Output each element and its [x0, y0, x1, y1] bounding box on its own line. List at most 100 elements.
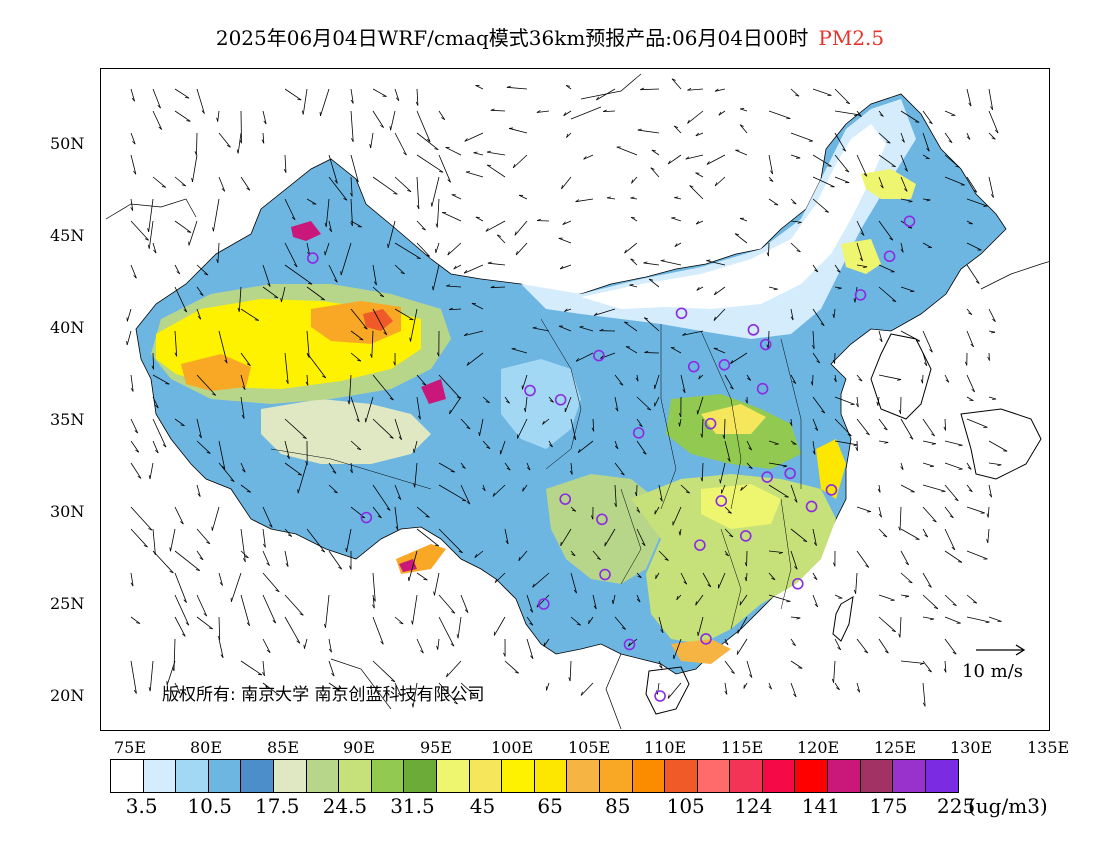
- wind-arrow-head: [433, 591, 435, 596]
- wind-arrow-head: [291, 216, 296, 221]
- wind-arrow: [988, 88, 994, 110]
- wind-arrow-head: [727, 458, 731, 462]
- wind-arrow: [174, 176, 187, 187]
- wind-arrow-head: [813, 576, 818, 580]
- wind-arrow-head: [749, 674, 753, 678]
- wind-arrow-head: [301, 110, 304, 115]
- wind-arrow-head: [323, 623, 326, 628]
- wind-arrow: [966, 462, 972, 470]
- wind-arrow-head: [542, 420, 545, 425]
- wind-arrow-head: [269, 524, 273, 528]
- wind-arrow-head: [523, 407, 526, 412]
- wind-arrow-head: [952, 651, 957, 655]
- wind-arrow: [579, 326, 594, 332]
- wind-arrow-head: [773, 288, 778, 291]
- wind-arrow: [596, 88, 616, 101]
- colorbar-swatch: [762, 760, 796, 792]
- wind-arrow-head: [624, 249, 627, 254]
- wind-arrow-head: [891, 165, 896, 168]
- wind-arrow: [900, 154, 908, 172]
- wind-arrow-head: [856, 688, 861, 693]
- wind-arrow-head: [636, 509, 640, 513]
- wind-arrow: [262, 550, 270, 566]
- wind-arrow-head: [930, 618, 935, 621]
- orange-zone-tarim-core: [181, 354, 251, 391]
- wind-arrow-head: [630, 258, 635, 261]
- wind-arrow: [625, 346, 638, 354]
- wind-arrow-head: [678, 422, 680, 427]
- wind-arrow-head: [571, 509, 576, 512]
- wind-arrow-head: [224, 359, 228, 364]
- wind-arrow: [416, 132, 439, 150]
- lon-label-100e: 100E: [491, 738, 534, 757]
- wind-arrow-head: [529, 622, 534, 626]
- wind-arrow-head: [563, 112, 567, 116]
- wind-arrow-head: [148, 687, 151, 692]
- wind-arrow-head: [745, 399, 748, 404]
- wind-arrow-head: [952, 603, 957, 607]
- wind-arrow-head: [328, 228, 332, 232]
- wind-arrow: [174, 88, 190, 99]
- wind-arrow: [284, 198, 296, 221]
- wind-arrow: [922, 484, 946, 492]
- wind-arrow: [580, 682, 594, 696]
- colorbar-label: 105: [666, 794, 705, 818]
- wind-arrow-head: [698, 375, 701, 380]
- wind-arrow-head: [397, 496, 402, 500]
- wind-arrow: [790, 616, 801, 619]
- wind-arrow: [768, 484, 789, 498]
- wind-arrow-head: [293, 264, 298, 268]
- city-station-marker: [739, 530, 752, 542]
- wind-arrow: [262, 286, 279, 299]
- wind-arrow: [570, 572, 577, 594]
- wind-arrow: [790, 638, 796, 646]
- colorbar-swatch: [339, 760, 372, 792]
- wind-arrow: [196, 594, 208, 617]
- wind-arrow-head: [957, 561, 963, 563]
- lon-label-75e: 75E: [114, 738, 147, 757]
- wind-arrow: [966, 132, 971, 140]
- wind-arrow-head: [660, 259, 665, 261]
- wind-arrow-head: [968, 489, 973, 493]
- wind-arrow: [471, 302, 484, 310]
- wind-arrow: [706, 260, 726, 266]
- wind-arrow: [465, 171, 484, 178]
- wind-arrow: [196, 440, 211, 454]
- wind-arrow-head: [461, 499, 467, 502]
- wind-arrow: [834, 264, 841, 273]
- wind-arrow: [988, 132, 996, 140]
- wind-arrow: [494, 572, 506, 583]
- wind-arrow: [701, 418, 704, 438]
- wind-arrow-head: [853, 114, 859, 117]
- wind-arrow-head: [778, 552, 783, 555]
- wind-arrow: [856, 550, 870, 568]
- wind-arrow-head: [992, 398, 997, 400]
- wind-arrow-head: [506, 85, 511, 88]
- wind-arrow-head: [919, 662, 924, 665]
- wind-arrow: [630, 216, 638, 222]
- wind-arrow: [651, 149, 660, 156]
- wind-arrow-head: [884, 441, 889, 444]
- wind-arrow-head: [600, 355, 604, 359]
- wind-arrow-head: [246, 490, 251, 493]
- wind-arrow: [328, 220, 332, 232]
- wind-arrow-head: [883, 535, 888, 538]
- wind-arrow-head: [674, 125, 679, 128]
- wind-arrow: [493, 616, 506, 636]
- wind-arrow: [174, 616, 186, 637]
- wind-arrow: [922, 418, 935, 437]
- wind-arrow-head: [389, 126, 392, 131]
- wind-arrow-head: [403, 152, 407, 156]
- wind-arrow: [196, 308, 202, 320]
- wind-arrow: [922, 528, 929, 538]
- wind-arrow: [492, 484, 506, 497]
- wind-arrow: [790, 418, 793, 426]
- wind-arrow-head: [992, 318, 996, 322]
- wind-arrow: [944, 418, 947, 431]
- wind-arrow-head: [343, 197, 348, 201]
- wind-arrow: [592, 418, 595, 432]
- wind-arrow-head: [880, 184, 884, 189]
- wind-arrow-head: [696, 287, 700, 291]
- wind-arrow: [966, 242, 982, 251]
- pm25-map: [100, 68, 1050, 731]
